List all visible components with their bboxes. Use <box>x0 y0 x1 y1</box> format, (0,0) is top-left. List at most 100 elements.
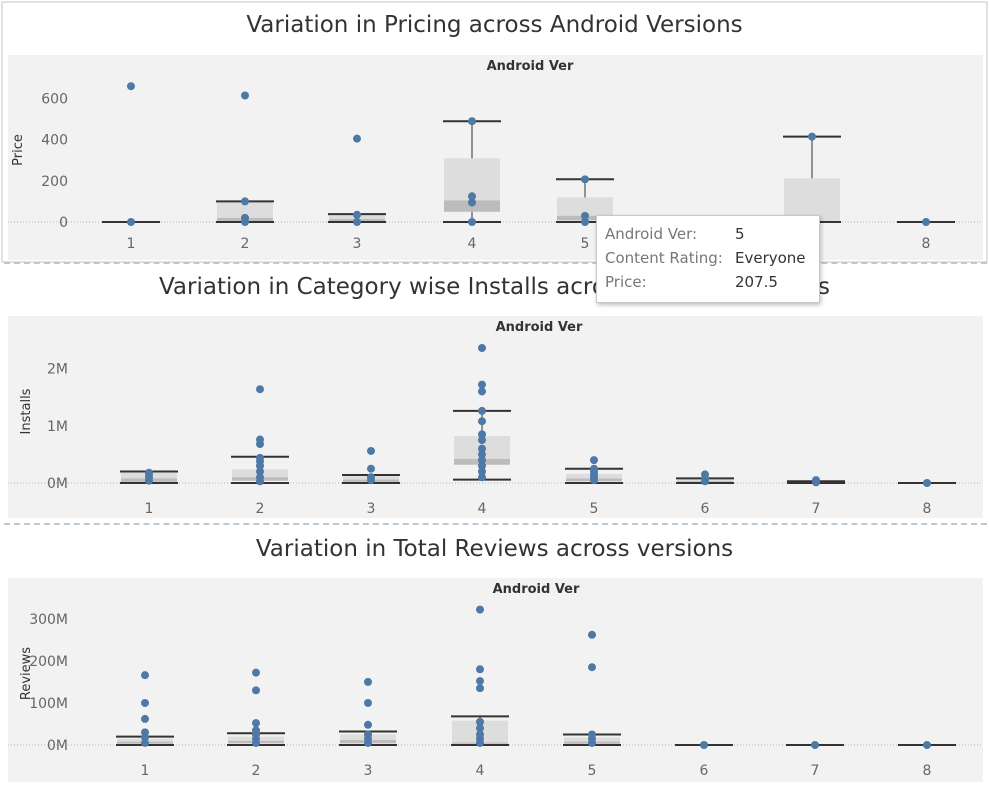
data-point[interactable] <box>811 741 819 749</box>
x-tick-label: 6 <box>701 501 710 517</box>
data-point[interactable] <box>476 717 484 726</box>
data-point[interactable] <box>256 453 264 462</box>
tooltip-row-content-rating: Content Rating: Everyone <box>605 249 806 267</box>
data-point[interactable] <box>367 464 375 473</box>
x-tick-label: 7 <box>812 501 821 517</box>
data-point[interactable] <box>468 192 476 201</box>
data-point[interactable] <box>922 218 930 226</box>
data-point[interactable] <box>367 446 375 455</box>
data-point[interactable] <box>701 470 709 479</box>
data-point[interactable] <box>478 473 486 482</box>
section-divider <box>4 262 987 264</box>
data-point[interactable] <box>588 663 596 672</box>
plot-panel <box>8 316 983 518</box>
data-point[interactable] <box>256 467 264 476</box>
data-point[interactable] <box>476 677 484 686</box>
data-point[interactable] <box>588 630 596 639</box>
x-tick-label: 5 <box>581 236 590 252</box>
column-header: Android Ver <box>487 59 574 74</box>
data-point[interactable] <box>141 714 149 723</box>
data-point[interactable] <box>478 344 486 353</box>
data-point[interactable] <box>478 461 486 470</box>
data-point[interactable] <box>241 197 249 206</box>
data-point[interactable] <box>478 456 486 465</box>
data-point[interactable] <box>252 726 260 735</box>
data-point[interactable] <box>353 134 361 143</box>
data-point[interactable] <box>581 175 589 184</box>
reviews-chart[interactable]: Android Ver Reviews 0M 100M 200M 300M 1 2 3 4 5 6 7 8 <box>0 524 989 789</box>
data-point[interactable] <box>478 436 486 445</box>
installs-chart[interactable]: Android Ver Installs 0M 1M 2M 1 2 3 4 5 6 7 8 <box>0 262 989 524</box>
y-axis-label: Price <box>11 134 26 166</box>
box-upper <box>217 201 273 221</box>
data-point[interactable] <box>252 719 260 728</box>
box-upper <box>784 178 840 222</box>
x-tick-label: 5 <box>590 501 599 517</box>
data-point[interactable] <box>468 117 476 126</box>
data-point[interactable] <box>241 91 249 100</box>
data-point[interactable] <box>476 605 484 614</box>
data-point[interactable] <box>476 684 484 693</box>
data-point[interactable] <box>145 468 153 477</box>
data-point[interactable] <box>812 476 820 485</box>
data-point[interactable] <box>923 741 931 749</box>
data-point[interactable] <box>476 665 484 674</box>
x-tick-label: 1 <box>127 236 136 252</box>
data-point[interactable] <box>923 479 931 487</box>
data-point[interactable] <box>141 738 149 747</box>
x-tick-label: 4 <box>478 501 487 517</box>
data-point[interactable] <box>478 387 486 396</box>
data-point[interactable] <box>252 686 260 695</box>
data-point[interactable] <box>353 218 361 226</box>
data-point[interactable] <box>141 671 149 680</box>
data-point[interactable] <box>252 668 260 677</box>
data-point[interactable] <box>478 467 486 476</box>
y-tick-label: 0 <box>59 215 68 231</box>
data-point[interactable] <box>581 218 589 226</box>
data-point[interactable] <box>590 456 598 465</box>
data-point[interactable] <box>478 430 486 439</box>
data-point[interactable] <box>468 218 476 226</box>
data-point[interactable] <box>478 450 486 459</box>
data-point[interactable] <box>581 211 589 220</box>
data-point[interactable] <box>700 741 708 749</box>
y-tick-label: 200 <box>41 174 68 190</box>
data-point[interactable] <box>478 417 486 426</box>
data-point[interactable] <box>588 730 596 739</box>
data-point[interactable] <box>476 730 484 739</box>
data-point[interactable] <box>476 724 484 733</box>
data-point[interactable] <box>364 730 372 739</box>
y-tick-label: 400 <box>41 133 68 149</box>
data-point[interactable] <box>478 444 486 453</box>
x-tick-label: 1 <box>141 763 150 779</box>
tooltip-row-price: Price: 207.5 <box>605 273 778 291</box>
data-point[interactable] <box>808 132 816 141</box>
data-point[interactable] <box>364 720 372 729</box>
y-tick-label: 0M <box>47 738 68 754</box>
x-tick-label: 1 <box>145 501 154 517</box>
data-point[interactable] <box>241 213 249 222</box>
data-point[interactable] <box>256 385 264 394</box>
data-point[interactable] <box>127 218 135 226</box>
y-tick-label: 1M <box>47 419 68 435</box>
plot-panel <box>8 55 983 260</box>
data-point[interactable] <box>364 677 372 686</box>
x-tick-label: 8 <box>923 501 932 517</box>
y-tick-label: 100M <box>29 696 68 712</box>
data-point[interactable] <box>478 406 486 415</box>
data-point[interactable] <box>141 698 149 707</box>
x-tick-label: 3 <box>367 501 376 517</box>
x-tick-label: 5 <box>588 763 597 779</box>
data-point[interactable] <box>367 473 375 482</box>
data-point[interactable] <box>127 82 135 91</box>
data-point[interactable] <box>590 464 598 473</box>
data-point[interactable] <box>256 435 264 444</box>
data-point[interactable] <box>364 698 372 707</box>
data-point[interactable] <box>141 728 149 737</box>
data-point[interactable] <box>353 210 361 219</box>
chart-frame <box>1 1 988 263</box>
data-point[interactable] <box>468 198 476 207</box>
pricing-chart[interactable]: Android VerPrice020040060012345678 <box>0 0 989 263</box>
data-point[interactable] <box>256 473 264 482</box>
data-point[interactable] <box>478 380 486 389</box>
